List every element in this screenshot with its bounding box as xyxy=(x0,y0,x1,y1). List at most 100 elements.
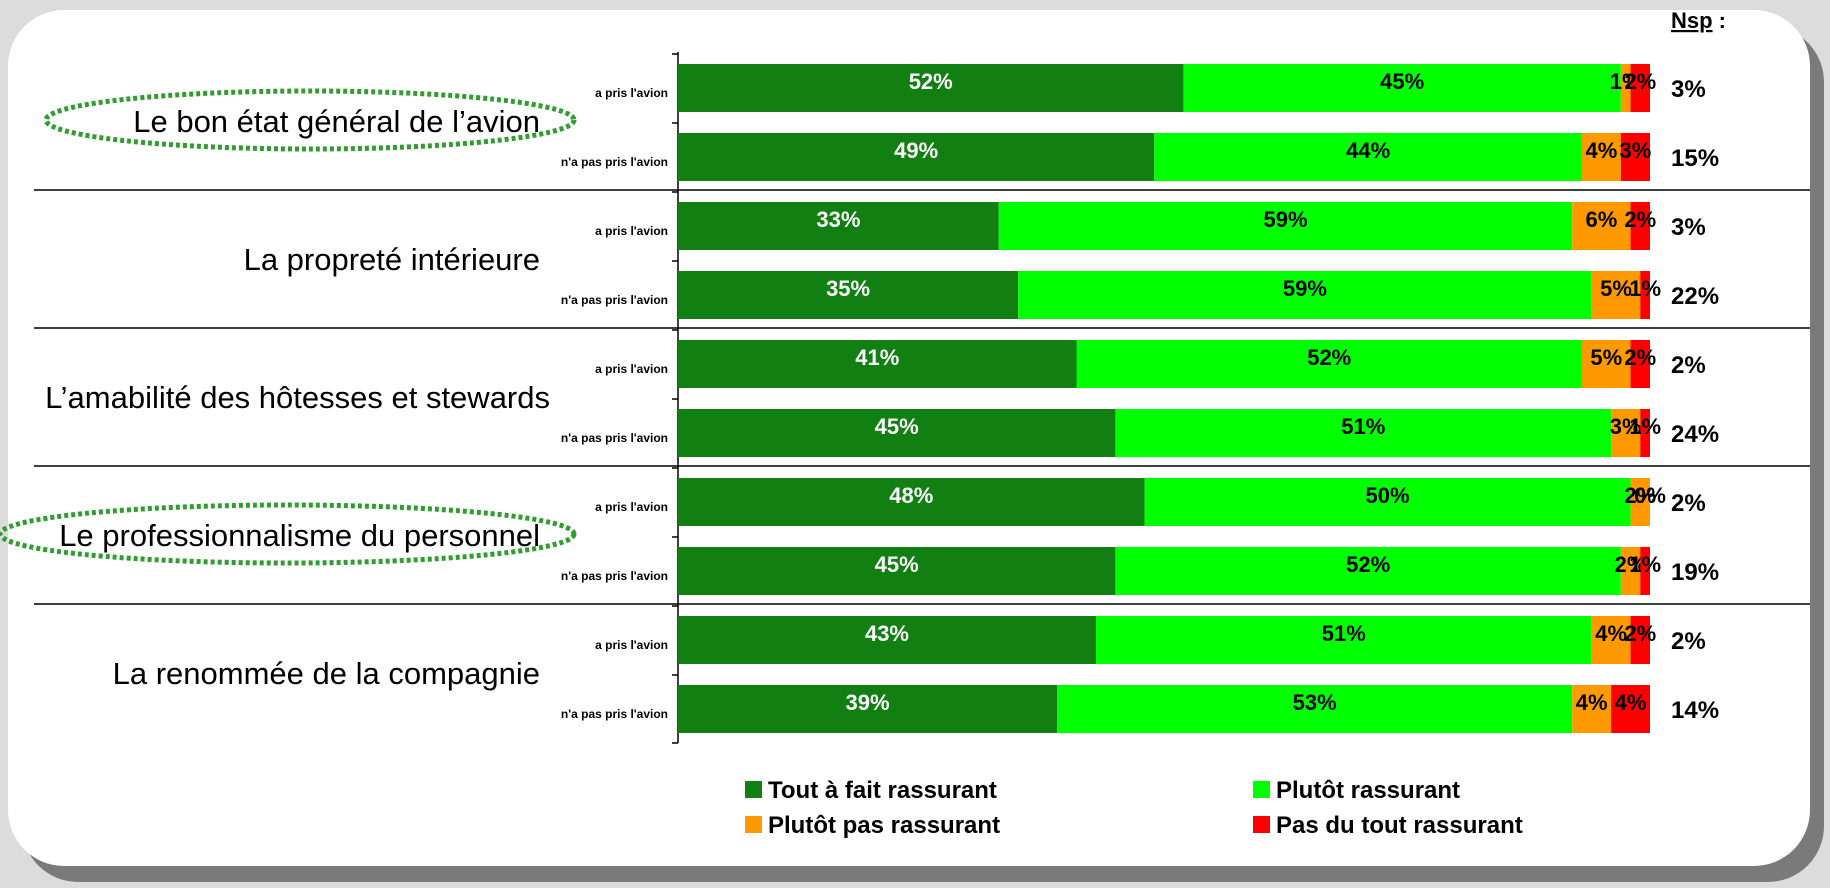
segment-value-label: 1% xyxy=(1629,414,1661,439)
bar-segment xyxy=(1620,547,1641,595)
nsp-value: 2% xyxy=(1671,352,1706,379)
bar-segment xyxy=(678,409,1116,457)
bar-segment xyxy=(1630,616,1650,664)
segment-value-label: 49% xyxy=(894,138,938,163)
segment-value-label: 0% xyxy=(1634,483,1666,508)
segment-value-label: 2% xyxy=(1624,345,1656,370)
bar-segment xyxy=(1154,133,1582,181)
segment-value-label: 2% xyxy=(1624,483,1656,508)
nsp-value: 2% xyxy=(1671,490,1706,517)
segment-value-label: 2% xyxy=(1624,621,1656,646)
segment-value-label: 41% xyxy=(855,345,899,370)
legend-swatch xyxy=(745,816,762,833)
segment-value-label: 52% xyxy=(1346,552,1390,577)
bar-segment xyxy=(1640,547,1650,595)
bar-segment xyxy=(1620,133,1650,181)
segment-value-label: 52% xyxy=(1307,345,1351,370)
row-label: a pris l'avion xyxy=(595,638,668,652)
row-label: n'a pas pris l'avion xyxy=(561,293,668,307)
segment-value-label: 4% xyxy=(1586,138,1618,163)
segment-value-label: 48% xyxy=(889,483,933,508)
legend-label: Tout à fait rassurant xyxy=(768,777,997,804)
bar-segment xyxy=(1115,547,1621,595)
bar-segment xyxy=(678,271,1019,319)
bar-segment xyxy=(678,547,1116,595)
legend-swatch xyxy=(1253,781,1270,798)
row-label: n'a pas pris l'avion xyxy=(561,431,668,445)
bar-segment xyxy=(1018,271,1592,319)
bar-segment xyxy=(1572,685,1612,733)
segment-value-label: 52% xyxy=(909,69,953,94)
segment-value-label: 4% xyxy=(1576,690,1608,715)
segment-value-label: 1% xyxy=(1629,552,1661,577)
nsp-value: 14% xyxy=(1671,697,1719,724)
bar-segment xyxy=(1572,202,1631,250)
nsp-value: 3% xyxy=(1671,214,1706,241)
segment-value-label: 33% xyxy=(816,207,860,232)
row-label: n'a pas pris l'avion xyxy=(561,155,668,169)
segment-value-label: 59% xyxy=(1263,207,1307,232)
bar-segment xyxy=(1630,202,1650,250)
bar-segment xyxy=(998,202,1573,250)
nsp-header: Nsp : xyxy=(1671,8,1726,33)
bar-segment xyxy=(678,133,1155,181)
highlight-ellipse xyxy=(43,88,577,152)
segment-value-label: 45% xyxy=(875,414,919,439)
segment-value-label: 51% xyxy=(1322,621,1366,646)
category-label: La renommée de la compagnie xyxy=(113,656,540,691)
highlight-ellipse xyxy=(0,502,577,566)
segment-value-label: 53% xyxy=(1293,690,1337,715)
legend-swatch xyxy=(1253,816,1270,833)
bar-segment xyxy=(1076,340,1582,388)
bar-segment xyxy=(1591,616,1631,664)
bar-segment xyxy=(1115,409,1612,457)
category-label: Le bon état général de l’avion xyxy=(133,104,540,139)
bar-segment xyxy=(1183,64,1621,112)
bar-segment xyxy=(1611,685,1650,733)
segment-value-label: 5% xyxy=(1590,345,1622,370)
segment-value-label: 50% xyxy=(1366,483,1410,508)
bar-segment xyxy=(678,340,1077,388)
nsp-value: 19% xyxy=(1671,559,1719,586)
segment-value-label: 3% xyxy=(1610,414,1642,439)
bar-segment xyxy=(678,202,999,250)
bar-segment xyxy=(678,616,1096,664)
row-label: a pris l'avion xyxy=(595,86,668,100)
row-label: n'a pas pris l'avion xyxy=(561,569,668,583)
category-label: La propreté intérieure xyxy=(244,242,540,277)
bar-segment xyxy=(1057,685,1573,733)
segment-value-label: 35% xyxy=(826,276,870,301)
bar-segment xyxy=(1630,340,1650,388)
row-label: n'a pas pris l'avion xyxy=(561,707,668,721)
nsp-value: 24% xyxy=(1671,421,1719,448)
nsp-value: 15% xyxy=(1671,145,1719,172)
segment-value-label: 3% xyxy=(1620,138,1652,163)
segment-value-label: 43% xyxy=(865,621,909,646)
legend-label: Pas du tout rassurant xyxy=(1276,812,1523,839)
bar-segment xyxy=(1630,478,1650,526)
segment-value-label: 51% xyxy=(1341,414,1385,439)
row-label: a pris l'avion xyxy=(595,500,668,514)
segment-value-label: 5% xyxy=(1600,276,1632,301)
row-label: a pris l'avion xyxy=(595,362,668,376)
segment-value-label: 4% xyxy=(1595,621,1627,646)
segment-value-label: 44% xyxy=(1346,138,1390,163)
bar-segment xyxy=(1611,409,1641,457)
row-label: a pris l'avion xyxy=(595,224,668,238)
bar-segment xyxy=(1640,409,1650,457)
segment-value-label: 39% xyxy=(846,690,890,715)
segment-value-label: 6% xyxy=(1586,207,1618,232)
bar-segment xyxy=(678,685,1058,733)
bar-segment xyxy=(678,478,1145,526)
nsp-value: 3% xyxy=(1671,76,1706,103)
bar-segment xyxy=(1640,271,1650,319)
bar-segment xyxy=(1581,340,1631,388)
segment-value-label: 45% xyxy=(1380,69,1424,94)
category-label: L’amabilité des hôtesses et stewards xyxy=(45,380,550,415)
bar-segment xyxy=(1581,133,1621,181)
category-label: Le professionnalisme du personnel xyxy=(59,518,540,553)
bar-segment xyxy=(1144,478,1631,526)
nsp-value: 22% xyxy=(1671,283,1719,310)
bar-segment xyxy=(1620,64,1631,112)
